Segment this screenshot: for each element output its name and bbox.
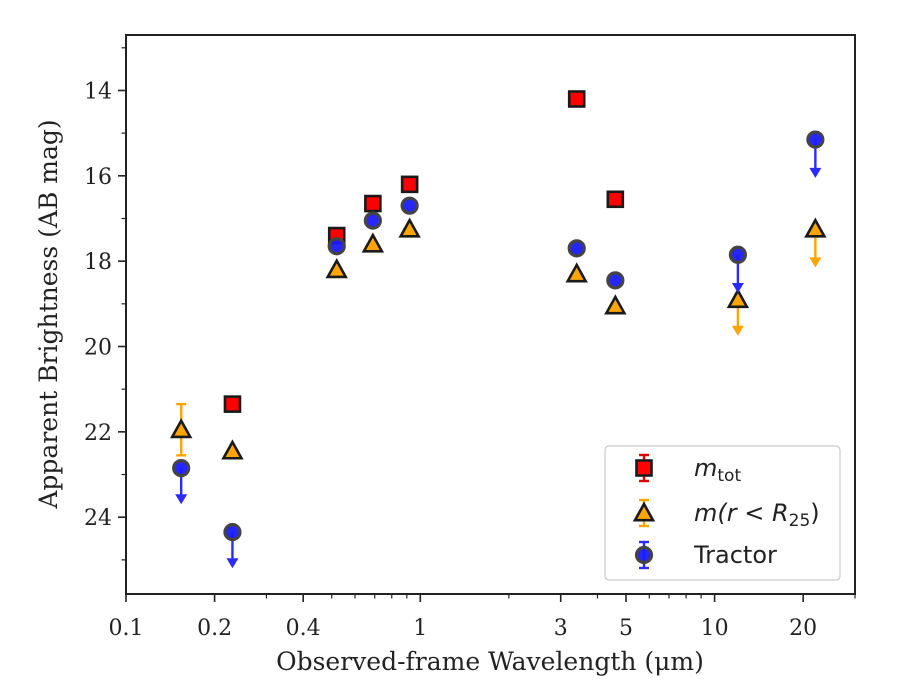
limit-arrow-head [809, 167, 822, 178]
y-tick-label: 20 [84, 336, 112, 361]
limit-arrow-head [175, 494, 188, 505]
data-point-mtot [364, 194, 382, 213]
limit-arrow-head [809, 257, 822, 268]
data-point-mr25 [804, 217, 827, 238]
data-point-mr25 [726, 287, 750, 309]
series-mr25 [169, 217, 827, 460]
data-point-tractor [363, 211, 382, 230]
legend-label-mtot: mtot [694, 454, 741, 486]
y-tick-label: 22 [84, 421, 112, 446]
y-tick-label: 18 [84, 250, 112, 275]
legend-item-tractor: Tractor [634, 540, 777, 570]
legend-label-tractor: Tractor [693, 541, 777, 569]
y-axis-label: Apparent Brightness (AB mag) [34, 119, 63, 509]
data-point-mtot [606, 190, 625, 209]
data-point-tractor [567, 239, 586, 258]
x-tick-label: 0.4 [286, 616, 321, 641]
data-point-mr25 [325, 258, 348, 279]
legend-label-mr25: m(r < R25) [694, 499, 820, 531]
x-tick-label: 20 [789, 616, 817, 641]
data-point-tractor [223, 523, 242, 542]
y-tick-label: 24 [84, 506, 112, 531]
legend-box [604, 445, 841, 581]
series-tractor [172, 130, 825, 569]
y-tick-label: 16 [84, 165, 112, 190]
data-point-tractor [327, 237, 346, 256]
legend: mtot m(r < R25) Tractor [604, 445, 841, 581]
data-point-mr25 [398, 217, 421, 238]
data-point-tractor [606, 271, 625, 290]
data-point-mtot [400, 175, 419, 194]
y-tick-label: 14 [84, 79, 112, 104]
data-point-mr25 [604, 294, 627, 315]
data-point-mr25 [361, 232, 385, 253]
data-point-mtot [223, 395, 242, 413]
x-tick-label: 0.2 [197, 616, 232, 641]
data-point-mtot [567, 90, 586, 108]
data-point-mr25 [565, 262, 588, 283]
legend-marker-mtot [635, 459, 653, 477]
limit-arrow-head [731, 325, 744, 336]
x-tick-label: 5 [619, 616, 633, 641]
data-point-tractor [728, 245, 747, 264]
data-point-tractor [172, 459, 191, 478]
plot-frame [125, 34, 856, 595]
x-tick-label: 10 [701, 616, 729, 641]
x-tick-label: 1 [413, 616, 427, 641]
x-tick-label: 0.1 [109, 616, 144, 641]
data-point-mr25 [169, 418, 193, 439]
legend-item-mtot: mtot [635, 453, 741, 486]
legend-item-mr25: m(r < R25) [632, 498, 820, 531]
limit-arrow-head [226, 558, 239, 569]
series-mtot [223, 90, 625, 413]
legend-marker-mr25 [632, 501, 656, 522]
data-point-tractor [806, 130, 825, 149]
limit-arrow-head [731, 283, 744, 294]
x-axis-label: Observed-frame Wavelength (μm) [276, 647, 704, 676]
legend-marker-tractor [634, 545, 654, 565]
data-point-tractor [400, 196, 419, 215]
data-point-mr25 [221, 439, 244, 460]
x-tick-label: 3 [554, 616, 568, 641]
